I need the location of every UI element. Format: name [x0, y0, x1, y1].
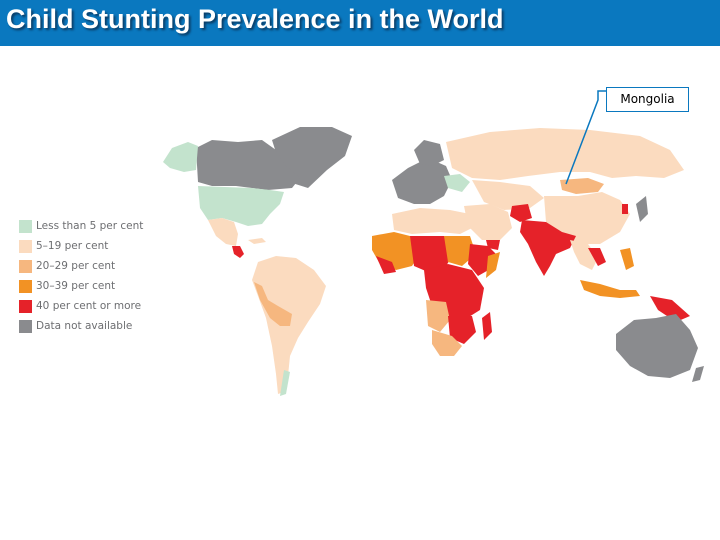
philippines-region [620, 248, 634, 270]
legend: Less than 5 per cent 5–19 per cent 20–29… [19, 216, 143, 336]
legend-label: 20–29 per cent [36, 260, 116, 272]
legend-swatch [19, 279, 32, 293]
caribbean-region [248, 238, 266, 244]
legend-label: Less than 5 per cent [36, 220, 144, 232]
legend-swatch [19, 319, 32, 333]
sudan-region [444, 236, 476, 266]
legend-item-5-19: 5–19 per cent [19, 236, 143, 256]
australia-region [616, 314, 698, 378]
north-africa-region [392, 208, 476, 234]
central-west-africa-region [410, 236, 456, 272]
middle-east-region [464, 204, 512, 240]
mexico-region [208, 218, 238, 246]
usa-region [198, 186, 284, 226]
afghanistan-region [510, 204, 532, 222]
canada-region [196, 140, 300, 190]
japan-region [636, 196, 648, 222]
legend-item-no-data: Data not available [19, 316, 143, 336]
legend-item-20-29: 20–29 per cent [19, 256, 143, 276]
central-asia-region [472, 180, 544, 210]
mongolia-region [560, 178, 604, 194]
china-region [544, 192, 630, 244]
scandinavia-region [414, 140, 444, 166]
legend-label: 30–39 per cent [36, 280, 116, 292]
png-region [650, 296, 690, 322]
russia-region [446, 128, 684, 180]
laos-cambodia-region [588, 248, 606, 266]
title-bar: Child Stunting Prevalence in the World [0, 0, 720, 46]
madagascar-region [482, 312, 492, 340]
southern-cone-region [280, 370, 290, 396]
west-africa-red-region [376, 256, 396, 274]
slide-title: Child Stunting Prevalence in the World [6, 4, 504, 34]
angola-region [426, 300, 450, 332]
callout-label: Mongolia [620, 92, 675, 106]
legend-label: 5–19 per cent [36, 240, 109, 252]
south-africa-region [432, 330, 462, 356]
new-zealand-region [692, 366, 704, 382]
indonesia-region [580, 280, 640, 298]
peru-bolivia-region [254, 282, 292, 326]
central-america-region [232, 246, 244, 258]
legend-item-less-than-5: Less than 5 per cent [19, 216, 143, 236]
legend-swatch [19, 219, 32, 233]
legend-label: 40 per cent or more [36, 300, 142, 312]
legend-swatch [19, 299, 32, 313]
somalia-region [486, 252, 500, 278]
mongolia-callout: Mongolia [606, 87, 689, 112]
legend-label: Data not available [36, 320, 133, 332]
legend-swatch [19, 239, 32, 253]
east-southern-africa-region [448, 316, 476, 344]
india-region [520, 220, 576, 276]
legend-swatch [19, 259, 32, 273]
alaska-region [163, 142, 198, 172]
eastern-europe-region [444, 174, 470, 192]
europe-region [392, 158, 452, 204]
southeast-asia-region [570, 240, 598, 270]
callout-line [565, 90, 606, 185]
legend-item-40-or-more: 40 per cent or more [19, 296, 143, 316]
north-korea-region [622, 204, 628, 214]
legend-item-30-39: 30–39 per cent [19, 276, 143, 296]
